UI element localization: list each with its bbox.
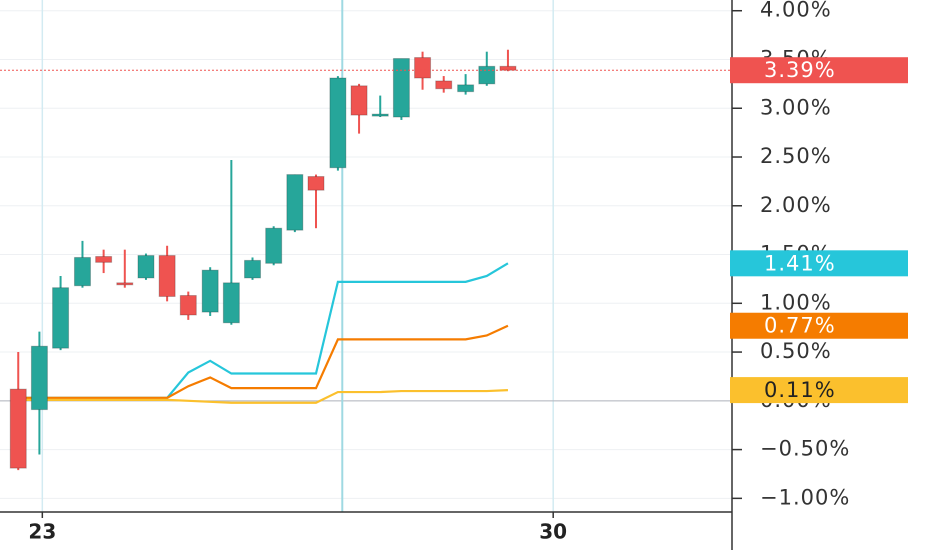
y-tick-label: 1.00% [760,290,832,314]
candle-body [329,77,347,169]
x-tick-label: 30 [539,520,567,544]
candle-body [9,388,27,469]
candle-body [478,65,496,85]
y-tick-label: 4.00% [760,0,832,22]
price-badge [730,377,908,404]
candle-body [116,282,134,286]
candle-body [244,259,262,279]
price-badge [730,57,908,84]
candle-body [137,255,155,279]
candle-body [95,255,113,263]
price-badge-label: 1.41% [764,251,836,275]
candle-body [435,80,453,90]
candle-body [457,84,475,93]
candle-body [30,345,48,411]
y-tick-label: 2.50% [760,144,832,168]
x-tick-label: 23 [28,520,56,544]
candle-body [179,294,197,316]
candle-body [201,269,219,313]
candle-body [307,176,325,191]
price-badge-label: 3.39% [764,58,836,82]
candle-body [371,113,389,117]
price-badge-label: 0.11% [764,378,836,402]
candle-body [52,287,70,349]
line [18,262,509,399]
y-tick-label: −1.00% [760,485,850,509]
candle-body [414,57,432,79]
candle-body [392,58,410,118]
y-tick-label: 2.00% [760,193,832,217]
y-tick-label: 0.50% [760,339,832,363]
candle-body [499,65,517,71]
y-tick-label: 3.00% [760,95,832,119]
candle-body [73,256,91,287]
candle-body [286,174,304,231]
candle-body [158,255,176,297]
candle-body [222,282,240,324]
price-badge [730,250,908,277]
candle-body [265,227,283,264]
line [18,324,509,399]
price-badge [730,312,908,339]
price-badge-label: 0.77% [764,314,836,338]
candle-body [350,85,368,116]
y-tick-label: −0.50% [760,437,850,461]
line [18,388,508,404]
